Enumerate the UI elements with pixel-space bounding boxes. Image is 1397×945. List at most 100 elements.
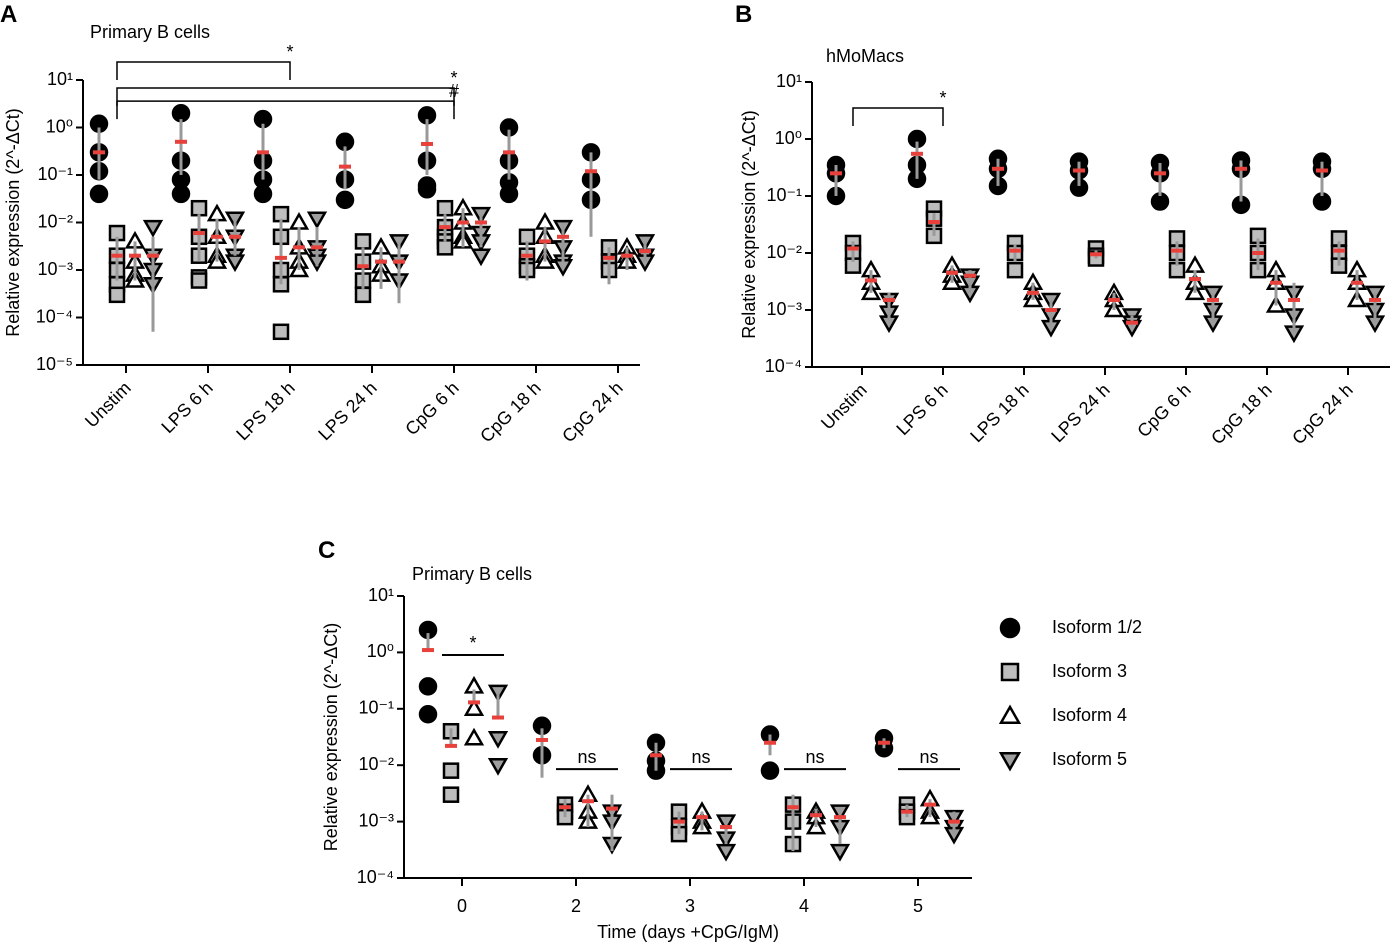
data-point (499, 184, 519, 204)
data-point (442, 786, 460, 803)
significance-label: * (469, 633, 476, 653)
data-point (715, 843, 737, 862)
data-point (190, 272, 208, 289)
data-point (206, 203, 228, 222)
data-point (436, 239, 454, 256)
data-point (487, 757, 509, 776)
y-axis-label: Relative expression (2^-ΔCt) (3, 108, 23, 337)
x-tick-label: LPS 6 h (892, 380, 951, 439)
data-point (418, 677, 438, 696)
data-point (442, 762, 460, 779)
y-tick-label: 10⁻⁵ (36, 354, 73, 374)
legend-label: Isoform 1/2 (1052, 617, 1142, 637)
y-tick-label: 10⁻² (766, 242, 802, 262)
x-tick-label: LPS 24 h (314, 378, 381, 445)
significance-bracket (116, 100, 455, 120)
data-point (354, 233, 372, 250)
x-tick-label: CpG 18 h (1207, 380, 1276, 449)
x-axis-label: Time (days +CpG/IgM) (597, 922, 779, 942)
panel-label: A (0, 1, 17, 28)
data-point (1006, 261, 1024, 279)
data-point (190, 199, 208, 217)
y-tick-label: 10⁻¹ (358, 698, 394, 718)
y-tick-label: 10⁰ (367, 641, 394, 661)
legend-label: Isoform 5 (1052, 749, 1127, 769)
x-tick-label: CpG 24 h (1288, 380, 1357, 449)
x-tick-label: LPS 18 h (232, 378, 299, 445)
data-point (463, 727, 485, 746)
significance-label: ns (805, 747, 824, 767)
y-axis-label: Relative expression (2^-ΔCt) (321, 623, 341, 852)
y-tick-label: 10⁻⁴ (765, 356, 802, 376)
panel-label: B (735, 1, 752, 28)
data-point (417, 180, 437, 199)
data-point (89, 184, 109, 204)
y-tick-label: 10¹ (47, 69, 73, 89)
data-point (418, 705, 438, 724)
data-point (171, 184, 191, 204)
legend-marker (998, 704, 1022, 724)
panel-subtitle: hMoMacs (826, 46, 904, 66)
y-tick-label: 10⁻⁴ (357, 867, 394, 887)
panel-subtitle: Primary B cells (90, 22, 210, 42)
y-tick-label: 10⁻⁴ (36, 306, 73, 326)
data-point (436, 199, 454, 217)
y-axis-label: Relative expression (2^-ΔCt) (739, 110, 759, 339)
x-tick-label: CpG 6 h (401, 378, 463, 440)
x-tick-label: CpG 18 h (476, 378, 545, 447)
legend-label: Isoform 3 (1052, 661, 1127, 681)
y-tick-label: 10¹ (776, 71, 802, 91)
x-tick-label: 2 (571, 896, 581, 916)
legend-label: Isoform 4 (1052, 705, 1127, 725)
data-point (272, 323, 290, 341)
x-tick-label: CpG 6 h (1133, 380, 1195, 442)
x-tick-label: Unstim (817, 380, 871, 434)
x-tick-label: Unstim (81, 378, 135, 432)
y-tick-label: 10⁰ (46, 116, 73, 136)
data-point (470, 248, 492, 267)
panel-subtitle: Primary B cells (412, 564, 532, 584)
y-tick-label: 10⁻¹ (766, 185, 802, 205)
data-point (171, 103, 191, 123)
data-point (306, 211, 328, 230)
x-tick-label: 5 (913, 896, 923, 916)
significance-label: * (286, 42, 293, 62)
data-point (463, 698, 485, 717)
data-point (1184, 255, 1206, 273)
legend-marker (999, 617, 1021, 639)
y-tick-label: 10⁻¹ (37, 164, 73, 184)
significance-label: ns (919, 747, 938, 767)
significance-label: * (450, 68, 457, 88)
significance-bracket (116, 87, 455, 106)
data-point (335, 190, 355, 210)
data-point (288, 211, 310, 230)
data-point (354, 286, 372, 304)
x-tick-label: LPS 24 h (1047, 380, 1114, 447)
y-tick-label: 10⁻³ (37, 259, 73, 279)
panel-label: C (318, 537, 335, 564)
x-tick-label: 0 (457, 896, 467, 916)
y-tick-label: 10⁻² (37, 211, 73, 231)
y-tick-label: 10⁻² (358, 754, 394, 774)
significance-label: ns (577, 747, 596, 767)
x-tick-label: LPS 18 h (966, 380, 1033, 447)
x-tick-label: CpG 24 h (558, 378, 627, 447)
legend-marker (1000, 662, 1020, 682)
data-point (253, 184, 273, 204)
x-tick-label: 3 (685, 896, 695, 916)
y-tick-label: 10⁻³ (358, 810, 394, 830)
significance-label: * (939, 88, 946, 108)
significance-label: ns (691, 747, 710, 767)
data-point (142, 219, 164, 238)
data-point (108, 286, 126, 304)
significance-bracket (116, 61, 291, 80)
legend-marker (998, 752, 1022, 772)
data-point (829, 843, 851, 862)
y-tick-label: 10⁰ (775, 128, 802, 148)
data-point (760, 761, 780, 780)
significance-label: # (449, 81, 459, 101)
significance-bracket (852, 107, 944, 126)
data-point (487, 731, 509, 749)
x-tick-label: LPS 6 h (157, 378, 216, 437)
